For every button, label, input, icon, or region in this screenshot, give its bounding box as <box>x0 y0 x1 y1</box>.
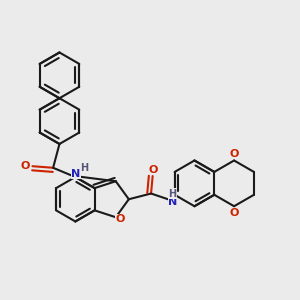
Text: H: H <box>169 188 177 199</box>
Text: O: O <box>230 148 239 159</box>
Text: O: O <box>21 161 30 171</box>
Text: O: O <box>149 165 158 175</box>
Text: O: O <box>116 214 125 224</box>
Text: H: H <box>80 163 88 173</box>
Text: N: N <box>71 169 81 179</box>
Text: N: N <box>168 197 177 207</box>
Text: O: O <box>230 208 239 218</box>
